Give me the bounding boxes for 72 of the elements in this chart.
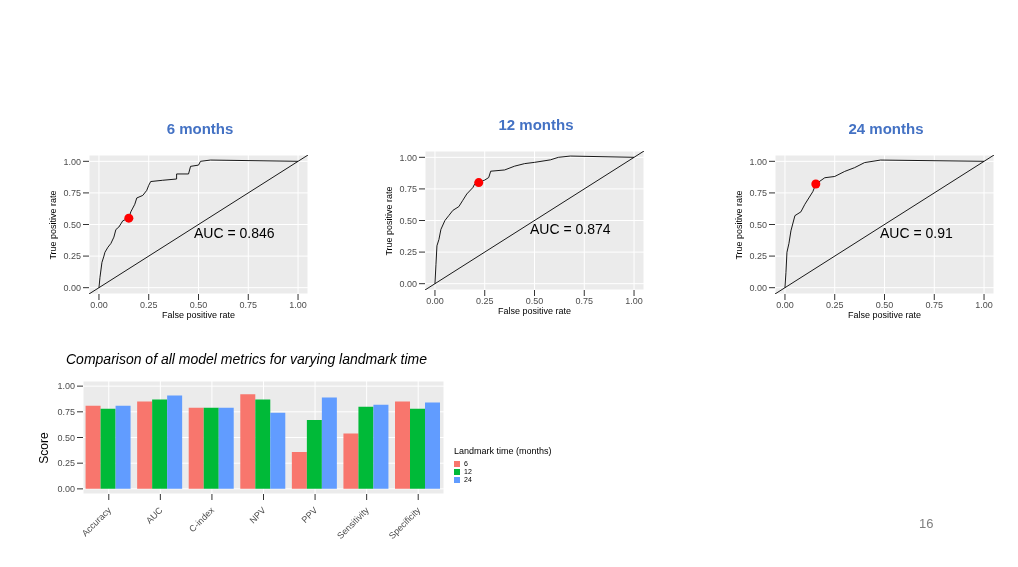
bar — [218, 407, 234, 489]
x-tick-label: 1.00 — [625, 296, 643, 307]
bar — [425, 402, 441, 489]
x-axis-title: False positive rate — [496, 306, 572, 316]
bar — [203, 407, 219, 489]
y-axis-title: Score — [37, 431, 51, 466]
x-tick-label: 0.75 — [925, 300, 944, 311]
y-tick-label: 0.50 — [57, 432, 75, 443]
bar — [255, 399, 271, 489]
x-tick-label: 0.25 — [139, 300, 158, 311]
y-tick-label: 0.75 — [63, 188, 81, 199]
bar — [152, 399, 168, 489]
y-tick-label: 1.00 — [399, 152, 417, 163]
x-tick-label: 0.50 — [189, 300, 208, 311]
y-tick-label: 1.00 — [749, 156, 767, 167]
bar — [240, 394, 256, 489]
y-tick-label: 0.25 — [399, 247, 417, 258]
y-tick-label: 0.75 — [399, 184, 417, 195]
y-axis-title: True positive rate — [384, 185, 394, 258]
bar — [291, 451, 307, 489]
bar — [188, 407, 204, 489]
x-tick-label: 0.00 — [90, 300, 108, 311]
chart-title: 6 months — [165, 120, 235, 139]
y-axis-title: True positive rate — [734, 189, 744, 262]
bar — [343, 433, 359, 489]
bar — [306, 420, 322, 489]
x-tick-label: 0.00 — [426, 296, 444, 307]
bar — [373, 404, 389, 489]
chart-title: 12 months — [497, 116, 575, 135]
text: 16 — [919, 516, 934, 531]
y-tick-label: 0.00 — [749, 282, 767, 293]
bar — [137, 401, 153, 489]
x-tick-label: 0.75 — [239, 300, 258, 311]
y-tick-label: 0.75 — [57, 407, 75, 418]
bar — [85, 405, 101, 489]
chart-title: 24 months — [847, 120, 925, 139]
y-tick-label: 0.00 — [399, 278, 417, 289]
chart-title: Comparison of all model metrics for varying landmark time — [66, 351, 428, 369]
y-tick-label: 0.25 — [57, 458, 75, 469]
y-tick-label: 1.00 — [63, 156, 81, 167]
x-tick-label: 0.25 — [825, 300, 844, 311]
legend-title: Landmark time (months) — [454, 445, 553, 456]
x-axis-title: False positive rate — [160, 310, 236, 320]
bar — [410, 408, 426, 489]
x-tick-label: 0.00 — [776, 300, 794, 311]
x-axis-title: False positive rate — [846, 310, 922, 320]
y-tick-label: 0.25 — [749, 251, 767, 262]
bar — [321, 397, 337, 489]
y-tick-label: 1.00 — [57, 381, 75, 392]
x-tick-label: 0.50 — [525, 296, 544, 307]
x-tick-label: 0.25 — [475, 296, 494, 307]
y-tick-label: 0.50 — [399, 215, 417, 226]
annotation: AUC = 0.874 — [530, 221, 611, 237]
bar — [167, 395, 183, 489]
x-tick-label: 1.00 — [975, 300, 993, 311]
annotation: AUC = 0.846 — [194, 225, 275, 241]
y-axis-title: True positive rate — [48, 189, 58, 262]
bar — [395, 401, 411, 489]
y-tick-label: 0.00 — [57, 484, 75, 495]
annotation: AUC = 0.91 — [880, 225, 953, 241]
y-tick-label: 0.50 — [749, 219, 767, 230]
bar — [100, 408, 116, 489]
x-tick-label: 0.50 — [875, 300, 894, 311]
x-tick-label: 1.00 — [289, 300, 307, 311]
y-tick-label: 0.00 — [63, 282, 81, 293]
y-tick-label: 0.75 — [749, 188, 767, 199]
bar — [270, 412, 286, 489]
y-tick-label: 0.50 — [63, 219, 81, 230]
bar — [115, 405, 131, 489]
y-tick-label: 0.25 — [63, 251, 81, 262]
x-tick-label: 0.75 — [575, 296, 594, 307]
bar — [358, 406, 374, 489]
